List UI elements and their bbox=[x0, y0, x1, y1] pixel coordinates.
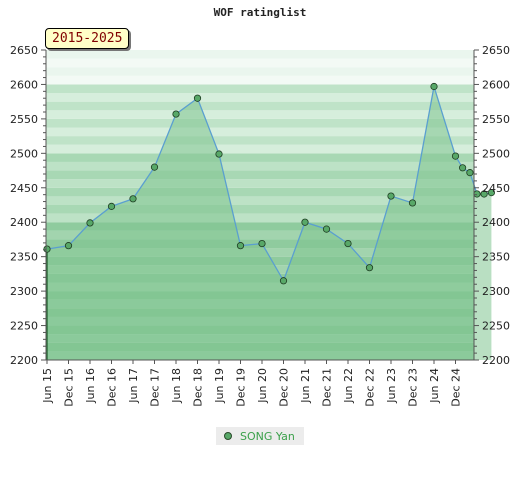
background-band bbox=[46, 75, 474, 85]
background-band bbox=[46, 58, 474, 68]
data-point bbox=[473, 190, 481, 198]
x-tick-label: Dec 16 bbox=[106, 368, 119, 407]
data-point bbox=[408, 199, 417, 207]
x-tick-label: Jun 24 bbox=[428, 368, 441, 404]
data-point bbox=[279, 277, 288, 285]
y-tick-label-right: 2200 bbox=[482, 354, 510, 367]
data-point bbox=[215, 150, 223, 158]
data-point bbox=[344, 239, 352, 248]
x-tick-label: Dec 15 bbox=[63, 368, 76, 407]
x-tick-label: Jun 21 bbox=[299, 368, 312, 404]
background-band bbox=[46, 50, 474, 59]
y-tick-label-right: 2350 bbox=[482, 251, 510, 264]
background-band bbox=[46, 127, 474, 137]
background-band bbox=[46, 230, 474, 240]
x-tick-label: Jun 23 bbox=[385, 368, 398, 404]
x-tick-label: Jun 20 bbox=[256, 368, 269, 404]
background-band bbox=[46, 213, 474, 223]
x-tick-label: Jun 17 bbox=[127, 368, 140, 404]
data-point bbox=[487, 189, 496, 197]
y-tick-label-left: 2300 bbox=[10, 285, 38, 298]
x-tick-label: Dec 21 bbox=[321, 368, 334, 407]
x-tick-label: Dec 18 bbox=[192, 368, 205, 407]
y-tick-label-right: 2600 bbox=[482, 78, 510, 91]
data-point bbox=[466, 169, 474, 177]
y-tick-label-left: 2400 bbox=[10, 216, 38, 229]
background-band bbox=[46, 101, 474, 111]
x-tick-label: Jun 18 bbox=[170, 368, 183, 404]
x-tick-label: Dec 22 bbox=[364, 368, 377, 407]
data-point bbox=[480, 190, 488, 198]
y-tick-label-left: 2250 bbox=[10, 320, 38, 333]
background-band bbox=[46, 196, 474, 205]
data-point bbox=[236, 242, 245, 250]
background-band bbox=[46, 136, 474, 145]
data-point bbox=[107, 202, 116, 210]
background-band bbox=[46, 110, 474, 119]
background-band bbox=[46, 222, 474, 231]
y-tick-label-right: 2500 bbox=[482, 147, 510, 160]
x-tick-label: Jun 19 bbox=[213, 368, 226, 404]
y-tick-label-right: 2250 bbox=[482, 320, 510, 333]
x-tick-label: Jun 22 bbox=[342, 368, 355, 404]
data-point bbox=[365, 264, 374, 272]
y-tick-label-right: 2550 bbox=[482, 113, 510, 126]
background-band bbox=[46, 118, 474, 128]
y-tick-label-left: 2550 bbox=[10, 113, 38, 126]
y-tick-label-left: 2600 bbox=[10, 78, 38, 91]
y-tick-label-left: 2500 bbox=[10, 147, 38, 160]
y-tick-label-right: 2400 bbox=[482, 216, 510, 229]
background-band bbox=[46, 179, 474, 188]
series-area bbox=[47, 86, 492, 360]
background-band bbox=[46, 84, 474, 94]
background-band bbox=[46, 170, 474, 180]
x-tick-label: Jun 15 bbox=[41, 368, 54, 404]
y-tick-label-left: 2200 bbox=[10, 354, 38, 367]
background-band bbox=[46, 144, 474, 154]
data-point bbox=[301, 218, 309, 226]
background-band bbox=[46, 205, 474, 214]
background-band bbox=[46, 153, 474, 162]
chart-title: WOF ratinglist bbox=[213, 6, 307, 19]
x-tick-label: Dec 17 bbox=[149, 368, 162, 407]
data-point bbox=[458, 164, 467, 172]
x-tick-label: Dec 20 bbox=[278, 368, 291, 407]
legend-marker-icon bbox=[224, 432, 232, 440]
x-tick-label: Dec 24 bbox=[450, 368, 463, 407]
data-point bbox=[150, 163, 159, 171]
background-band bbox=[46, 93, 474, 102]
background-band bbox=[46, 67, 474, 76]
y-tick-label-right: 2450 bbox=[482, 182, 510, 195]
period-badge: 2015-2025 bbox=[45, 28, 130, 49]
data-point bbox=[322, 225, 331, 233]
x-tick-label: Jun 16 bbox=[84, 368, 97, 404]
data-point bbox=[193, 94, 202, 102]
y-tick-label-right: 2650 bbox=[482, 44, 510, 57]
x-tick-label: Dec 19 bbox=[235, 368, 248, 407]
legend[interactable]: SONG Yan bbox=[216, 427, 304, 445]
data-point bbox=[43, 245, 51, 253]
data-point bbox=[172, 110, 180, 118]
y-tick-label-left: 2450 bbox=[10, 182, 38, 195]
data-point bbox=[258, 239, 266, 248]
background-band bbox=[46, 161, 474, 171]
data-point bbox=[129, 195, 137, 203]
data-point bbox=[451, 152, 460, 160]
legend-label: SONG Yan bbox=[240, 429, 295, 443]
y-tick-label-left: 2350 bbox=[10, 251, 38, 264]
data-point bbox=[64, 242, 73, 250]
y-tick-label-right: 2300 bbox=[482, 285, 510, 298]
data-point bbox=[86, 219, 94, 227]
y-tick-label-left: 2650 bbox=[10, 44, 38, 57]
data-point bbox=[430, 82, 438, 91]
background-band bbox=[46, 187, 474, 197]
data-point bbox=[387, 192, 395, 200]
x-tick-label: Dec 23 bbox=[407, 368, 420, 407]
